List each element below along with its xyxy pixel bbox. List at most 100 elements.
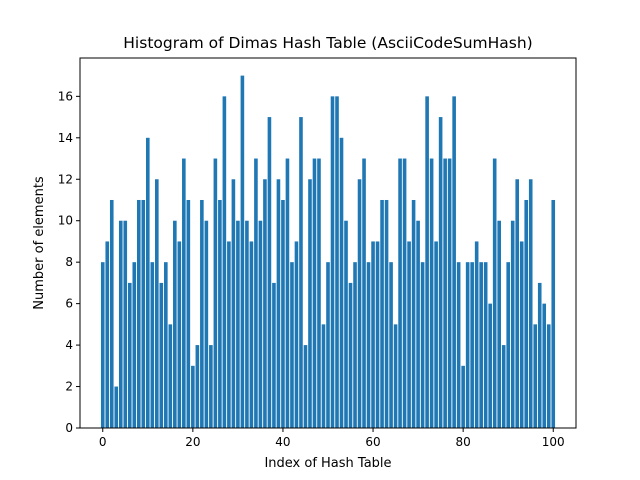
bar [497,220,501,428]
x-tick-label: 60 [365,435,380,449]
bar [542,303,547,428]
x-tick-label: 20 [185,435,200,449]
bar [159,282,164,428]
x-tick-label: 0 [99,435,107,449]
bar [312,158,317,428]
bar [375,241,380,428]
bar [429,158,434,428]
bar [303,345,308,428]
bar [537,282,542,428]
bar [344,220,348,428]
bar [132,262,137,428]
bar [240,75,245,429]
bar [272,282,276,428]
bar [515,179,520,428]
bar [258,220,263,428]
bar [335,96,339,428]
bar [492,158,497,428]
bar [488,303,492,428]
bar [164,262,168,428]
bar [533,324,538,428]
bar [402,158,407,428]
x-tick-label: 40 [275,435,290,449]
y-tick-label: 2 [65,380,73,394]
x-axis-label: Index of Hash Table [264,456,391,471]
bar [173,220,177,428]
bar [285,158,290,428]
bar [330,96,335,428]
bar [281,199,285,428]
bar [353,262,357,428]
bar [100,262,105,428]
bar [294,241,299,428]
bar [393,324,398,428]
bar [267,117,272,428]
y-axis-label: Number of elements [32,176,47,310]
y-tick-label: 14 [58,131,73,145]
bar [447,158,452,428]
bar [443,158,447,428]
bar [483,262,488,428]
bar [398,158,402,428]
bar [231,179,236,428]
bar [407,241,411,428]
y-tick-label: 6 [65,297,73,311]
bar [222,96,227,428]
bar [416,220,420,428]
bar [109,199,114,428]
bar [191,365,195,428]
bar [317,158,321,428]
bar [150,262,155,428]
y-tick-label: 8 [65,255,73,269]
bar [326,262,330,428]
bar [510,220,515,428]
bar [456,262,461,428]
bar [141,199,146,428]
bar [186,199,191,428]
bar [366,262,371,428]
bar [501,345,506,428]
bar [474,241,479,428]
bar [182,158,186,428]
bar [114,386,119,428]
bar [123,220,128,428]
bar [308,179,312,428]
bar [245,220,249,428]
bar [546,324,551,428]
bar [195,345,200,428]
bar [384,199,389,428]
bar [200,199,204,428]
bar [227,241,231,428]
bar [177,241,182,428]
bar [249,241,254,428]
bar [434,241,438,428]
bar [290,262,294,428]
bar [479,262,483,428]
bar [411,199,416,428]
y-ticks-group: 0 2 4 6 8 10 12 14 16 [58,89,80,435]
bar [506,262,510,428]
x-tick-label: 80 [456,435,471,449]
bar [213,158,218,428]
y-tick-label: 0 [65,421,73,435]
bar [465,262,470,428]
bar [321,324,326,428]
bar [236,220,240,428]
bar [209,345,213,428]
bar [438,117,443,428]
bar [380,199,384,428]
bar [371,241,375,428]
bar [168,324,173,428]
bar [528,179,533,428]
bar [551,199,556,428]
bar [299,117,303,428]
bar [204,220,209,428]
bar [339,137,344,429]
bar [155,179,159,428]
bar [105,241,110,428]
chart-title: Histogram of Dimas Hash Table (AsciiCode… [123,34,532,52]
x-tick-label: 100 [542,435,565,449]
bar [425,96,429,428]
bar [136,199,141,428]
